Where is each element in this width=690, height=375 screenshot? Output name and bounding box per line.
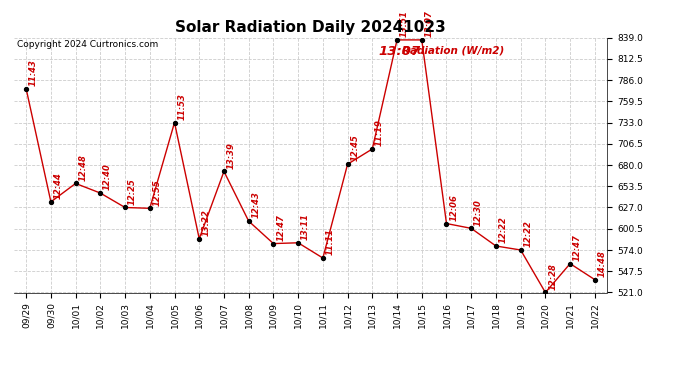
Point: [367, 146, 378, 152]
Text: 11:11: 11:11: [326, 228, 335, 255]
Point: [491, 243, 502, 249]
Point: [416, 37, 427, 43]
Text: 13:39: 13:39: [227, 142, 236, 169]
Point: [119, 204, 130, 210]
Point: [194, 236, 205, 242]
Text: 11:53: 11:53: [177, 93, 186, 120]
Text: 12:47: 12:47: [573, 234, 582, 261]
Point: [95, 190, 106, 196]
Text: 12:06: 12:06: [449, 194, 458, 221]
Text: 13:07: 13:07: [379, 45, 421, 58]
Point: [144, 205, 155, 211]
Point: [564, 261, 575, 267]
Point: [243, 218, 254, 224]
Point: [317, 255, 328, 261]
Text: 12:22: 12:22: [499, 216, 508, 243]
Text: 11:19: 11:19: [375, 119, 384, 146]
Text: 13:11: 13:11: [301, 213, 310, 240]
Text: 12:40: 12:40: [103, 164, 112, 190]
Point: [441, 220, 452, 226]
Point: [466, 225, 477, 231]
Point: [589, 277, 600, 283]
Point: [169, 120, 180, 126]
Text: 12:28: 12:28: [548, 263, 557, 290]
Point: [391, 37, 402, 43]
Text: 12:43: 12:43: [251, 192, 260, 218]
Point: [219, 168, 230, 174]
Text: 12:47: 12:47: [276, 214, 285, 241]
Point: [21, 86, 32, 92]
Text: 14:48: 14:48: [598, 250, 607, 277]
Point: [515, 247, 526, 253]
Text: 13:51: 13:51: [400, 10, 408, 37]
Text: 11:43: 11:43: [29, 59, 38, 86]
Text: 12:22: 12:22: [524, 220, 533, 247]
Point: [70, 180, 81, 186]
Text: 12:44: 12:44: [54, 172, 63, 199]
Text: 13:22: 13:22: [202, 209, 211, 236]
Point: [268, 241, 279, 247]
Text: 12:55: 12:55: [152, 178, 161, 206]
Point: [540, 290, 551, 296]
Point: [293, 240, 304, 246]
Text: 12:48: 12:48: [79, 154, 88, 181]
Point: [46, 199, 57, 205]
Text: 12:45: 12:45: [351, 135, 359, 161]
Text: 12:30: 12:30: [474, 199, 483, 226]
Text: 13:07: 13:07: [424, 10, 433, 37]
Point: [342, 161, 353, 167]
Text: Copyright 2024 Curtronics.com: Copyright 2024 Curtronics.com: [17, 40, 158, 49]
Text: Radiation (W/m2): Radiation (W/m2): [402, 45, 504, 55]
Text: 12:25: 12:25: [128, 178, 137, 205]
Title: Solar Radiation Daily 20241023: Solar Radiation Daily 20241023: [175, 20, 446, 35]
